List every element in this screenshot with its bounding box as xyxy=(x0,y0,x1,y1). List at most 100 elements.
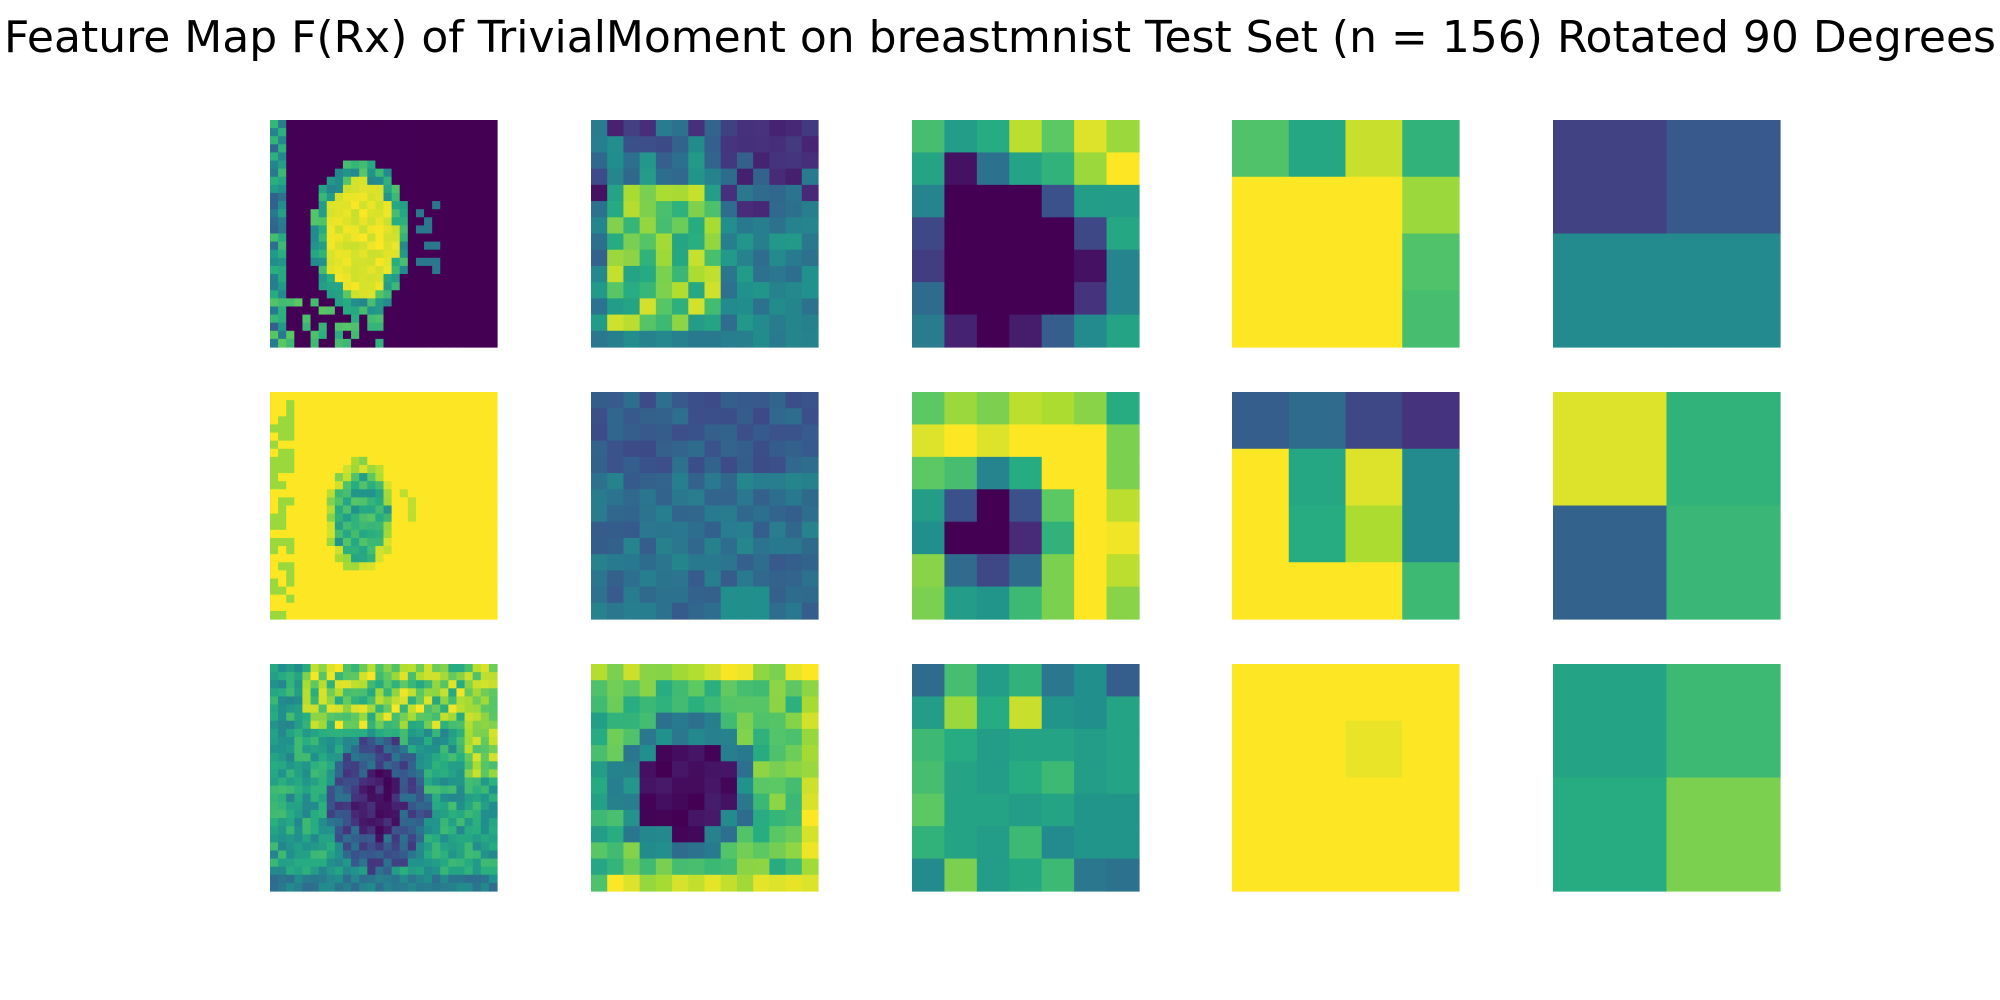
heatmap-cell xyxy=(769,298,787,316)
heatmap-cell xyxy=(769,777,787,795)
heatmap-cell xyxy=(367,306,376,316)
heatmap-cell xyxy=(318,537,328,547)
heatmap-cell xyxy=(424,144,433,154)
heatmap-cell xyxy=(480,842,490,852)
heatmap-cell xyxy=(383,554,393,563)
heatmap-cell xyxy=(607,793,625,811)
heatmap-cell xyxy=(351,136,360,145)
heatmap-cell xyxy=(448,184,458,194)
heatmap-cell xyxy=(1288,392,1347,450)
heatmap-cell xyxy=(318,489,328,498)
heatmap-cell xyxy=(342,769,352,779)
heatmap-cell xyxy=(367,282,376,291)
heatmap-cell xyxy=(440,497,449,507)
heatmap-cell xyxy=(912,696,946,730)
heatmap-cell xyxy=(769,314,787,332)
feature-map-panel-r2-c3 xyxy=(1232,664,1460,892)
heatmap-cell xyxy=(688,505,706,523)
heatmap-cell xyxy=(488,136,498,145)
heatmap-cell xyxy=(720,745,738,762)
heatmap-cell xyxy=(480,513,490,523)
heatmap-cell xyxy=(448,513,458,523)
heatmap-cell xyxy=(607,777,625,795)
heatmap-cell xyxy=(407,176,417,186)
heatmap-cell xyxy=(286,801,295,811)
heatmap-cell xyxy=(704,602,722,620)
heatmap-cell xyxy=(440,602,449,612)
heatmap-cell xyxy=(1402,176,1460,235)
heatmap-cell xyxy=(294,192,304,202)
heatmap-cell xyxy=(334,554,344,563)
heatmap-cell xyxy=(391,874,401,884)
heatmap-cell xyxy=(704,456,722,474)
heatmap-cell xyxy=(278,537,287,547)
heatmap-cell xyxy=(367,570,376,580)
heatmap-cell xyxy=(407,578,417,588)
heatmap-cell xyxy=(440,306,449,316)
heatmap-cell xyxy=(278,322,287,332)
heatmap-cell xyxy=(912,826,946,860)
heatmap-cell xyxy=(769,842,787,860)
heatmap-cell xyxy=(440,184,449,194)
heatmap-cell xyxy=(456,338,466,348)
heatmap-cell xyxy=(480,136,490,145)
heatmap-cell xyxy=(399,314,409,324)
heatmap-cell xyxy=(326,473,336,482)
heatmap-cell xyxy=(399,322,409,332)
heatmap-cell xyxy=(391,160,401,170)
heatmap-cell xyxy=(720,408,738,426)
heatmap-cell xyxy=(769,330,787,348)
heatmap-cell xyxy=(351,672,360,681)
heatmap-cell xyxy=(310,602,320,612)
heatmap-cell xyxy=(359,120,368,129)
heatmap-cell xyxy=(472,432,482,442)
heatmap-cell xyxy=(318,241,328,251)
heatmap-cell xyxy=(448,225,458,235)
heatmap-cell xyxy=(607,505,625,523)
heatmap-cell xyxy=(318,314,328,324)
heatmap-cell xyxy=(769,602,787,620)
heatmap-cell xyxy=(399,842,409,852)
heatmap-cell xyxy=(334,217,344,226)
heatmap-cell xyxy=(448,209,458,218)
heatmap-cell xyxy=(399,882,409,892)
heatmap-cell xyxy=(359,424,368,434)
heatmap-cell xyxy=(912,728,946,762)
heatmap-cell xyxy=(407,866,417,876)
heatmap-cell xyxy=(432,257,441,267)
heatmap-cell xyxy=(480,712,490,722)
heatmap-cell xyxy=(480,497,490,507)
heatmap-cell xyxy=(359,594,368,604)
heatmap-cell xyxy=(351,416,360,426)
heatmap-cell xyxy=(342,513,352,523)
heatmap-cell xyxy=(383,505,393,515)
heatmap-cell xyxy=(383,793,393,803)
heatmap-cell xyxy=(415,265,425,275)
heatmap-cell xyxy=(342,201,352,210)
heatmap-cell xyxy=(488,424,498,434)
heatmap-cell xyxy=(286,432,295,442)
heatmap-cell xyxy=(1345,720,1403,779)
heatmap-cell xyxy=(448,594,458,604)
heatmap-cell xyxy=(480,128,490,137)
heatmap-cell xyxy=(318,152,328,162)
heatmap-cell xyxy=(326,440,336,450)
heatmap-cell xyxy=(326,664,336,673)
heatmap-cell xyxy=(448,672,458,681)
heatmap-cell xyxy=(326,290,336,299)
heatmap-cell xyxy=(391,785,401,795)
heatmap-cell xyxy=(334,696,344,706)
heatmap-cell xyxy=(334,704,344,714)
heatmap-cell xyxy=(359,793,368,803)
heatmap-cell xyxy=(769,489,787,507)
heatmap-cell xyxy=(456,529,466,539)
heatmap-cell xyxy=(424,400,433,409)
heatmap-cell xyxy=(351,322,360,332)
heatmap-cell xyxy=(623,136,641,154)
heatmap-cell xyxy=(720,696,738,714)
heatmap-cell xyxy=(623,201,641,218)
heatmap-cell xyxy=(334,546,344,555)
heatmap-cell xyxy=(270,858,279,868)
heatmap-cell xyxy=(415,720,425,730)
heatmap-cell xyxy=(448,521,458,531)
